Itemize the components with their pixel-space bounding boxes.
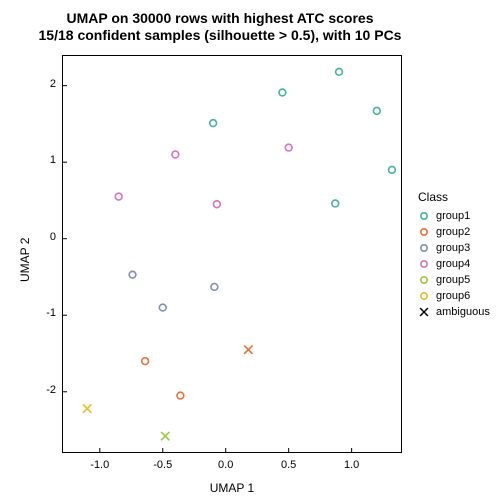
chart-container: UMAP on 30000 rows with highest ATC scor… bbox=[0, 0, 504, 504]
dot-icon bbox=[418, 242, 430, 254]
legend-item: group3 bbox=[418, 240, 490, 256]
point-group1 bbox=[336, 68, 343, 75]
dot-icon bbox=[418, 290, 430, 302]
y-tick-label: 0 bbox=[34, 231, 56, 243]
x-tick-label: 0.5 bbox=[275, 459, 303, 471]
dot-icon bbox=[418, 226, 430, 238]
point-group1 bbox=[332, 200, 339, 207]
title-line-1: UMAP on 30000 rows with highest ATC scor… bbox=[66, 10, 373, 26]
title-line-2: 15/18 confident samples (silhouette > 0.… bbox=[39, 27, 402, 43]
legend-label: group4 bbox=[436, 258, 470, 270]
x-tick-label: -0.5 bbox=[149, 459, 177, 471]
x-tick-label: 1.0 bbox=[338, 459, 366, 471]
scatter-plot bbox=[62, 55, 402, 453]
point-group1 bbox=[210, 120, 217, 127]
x-axis-label: UMAP 1 bbox=[62, 481, 402, 495]
point-group4 bbox=[115, 193, 122, 200]
legend-item: group4 bbox=[418, 256, 490, 272]
point-group3 bbox=[159, 304, 166, 311]
legend-item: group1 bbox=[418, 208, 490, 224]
legend-label: group2 bbox=[436, 226, 470, 238]
point-group3 bbox=[129, 271, 136, 278]
chart-title: UMAP on 30000 rows with highest ATC scor… bbox=[0, 10, 440, 44]
point-group1 bbox=[373, 107, 380, 114]
point-group1 bbox=[279, 89, 286, 96]
y-tick-label: -2 bbox=[34, 384, 56, 396]
point-ambiguous bbox=[161, 432, 169, 440]
cross-icon bbox=[418, 306, 430, 318]
point-group4 bbox=[172, 151, 179, 158]
y-axis-label: UMAP 2 bbox=[18, 238, 32, 282]
point-group2 bbox=[142, 358, 149, 365]
legend-item: ambiguous bbox=[418, 304, 490, 320]
dot-icon bbox=[418, 210, 430, 222]
y-tick-label: 1 bbox=[34, 154, 56, 166]
dot-icon bbox=[418, 258, 430, 270]
point-group4 bbox=[213, 201, 220, 208]
plot-border bbox=[63, 56, 402, 453]
y-tick-label: -1 bbox=[34, 307, 56, 319]
legend-label: group5 bbox=[436, 274, 470, 286]
legend-label: group1 bbox=[436, 210, 470, 222]
x-tick-label: 0.0 bbox=[212, 459, 240, 471]
legend: Class group1group2group3group4group5grou… bbox=[418, 190, 490, 320]
legend-item: group2 bbox=[418, 224, 490, 240]
legend-label: group3 bbox=[436, 242, 470, 254]
point-group2 bbox=[177, 392, 184, 399]
point-group4 bbox=[285, 144, 292, 151]
legend-label: group6 bbox=[436, 290, 470, 302]
legend-item: group6 bbox=[418, 288, 490, 304]
y-tick-label: 2 bbox=[34, 78, 56, 90]
point-ambiguous bbox=[83, 404, 91, 412]
legend-items: group1 group2 group3 group4 group5 group6 ambi… bbox=[418, 208, 490, 320]
point-group3 bbox=[211, 284, 218, 291]
legend-title: Class bbox=[418, 190, 490, 204]
dot-icon bbox=[418, 274, 430, 286]
legend-item: group5 bbox=[418, 272, 490, 288]
x-tick-label: -1.0 bbox=[86, 459, 114, 471]
point-group1 bbox=[389, 166, 396, 173]
legend-label: ambiguous bbox=[436, 306, 490, 318]
point-ambiguous bbox=[244, 345, 252, 353]
